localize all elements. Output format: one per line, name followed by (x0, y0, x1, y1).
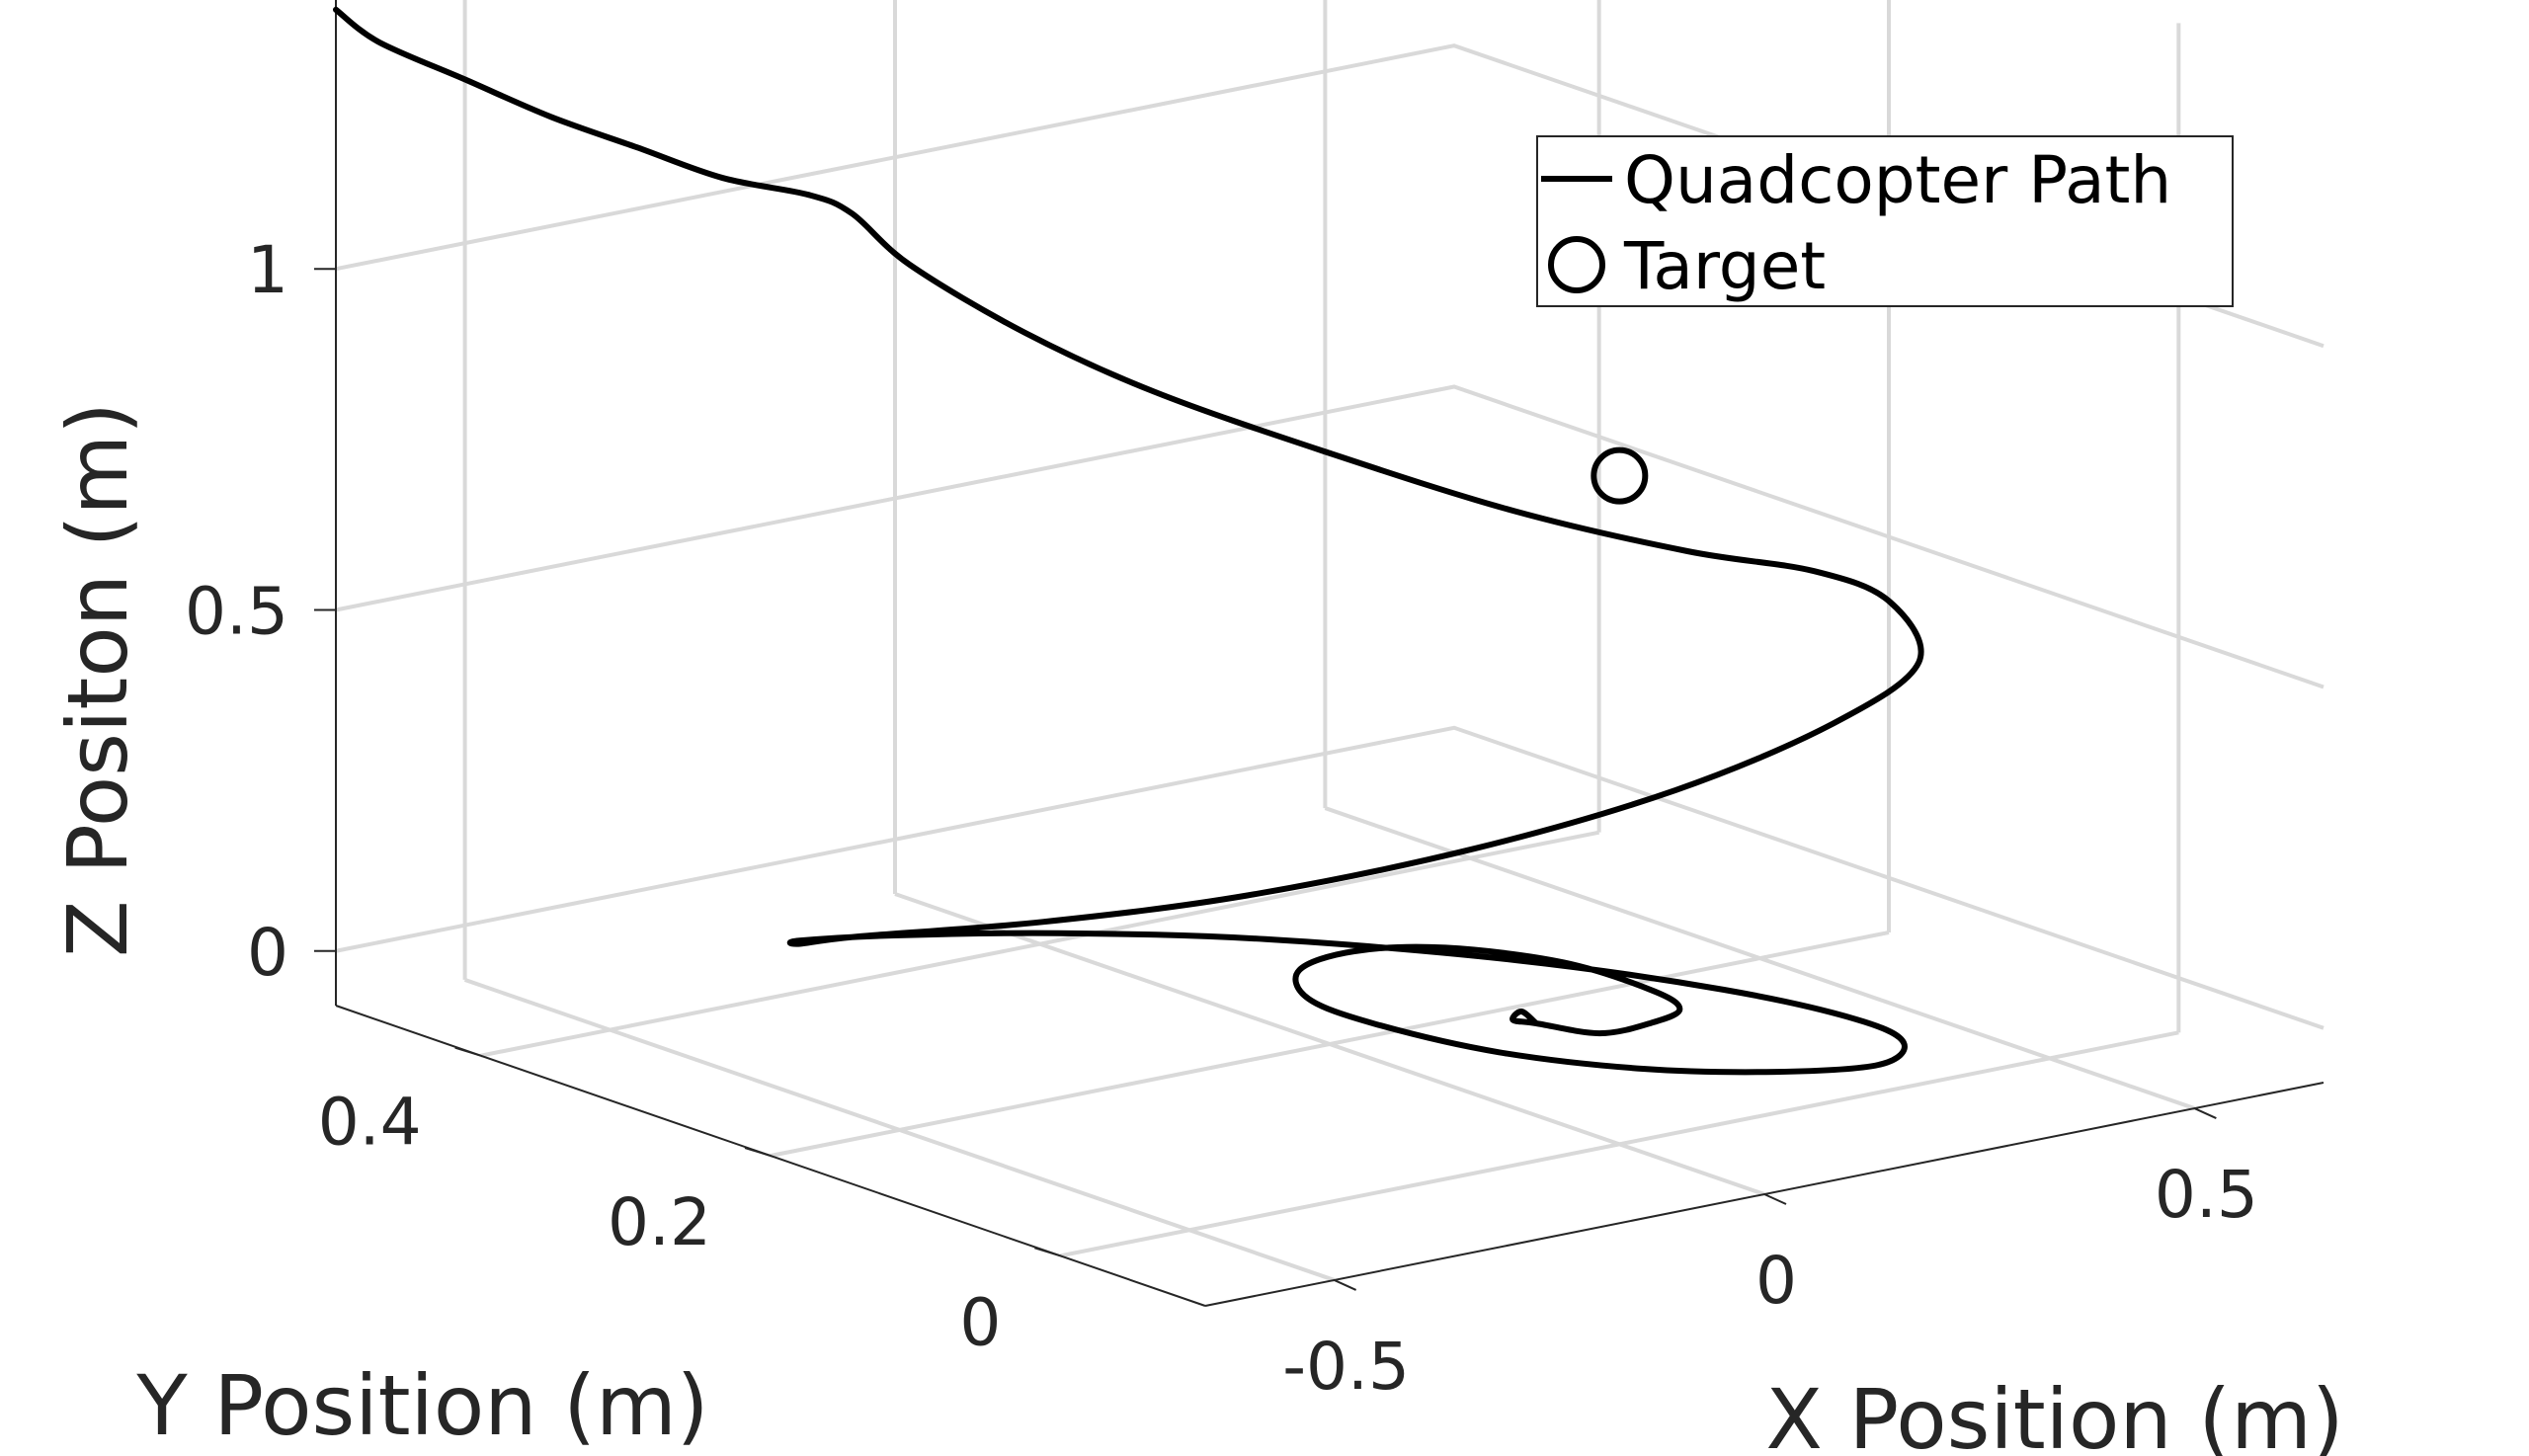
y-tick-mark-2 (454, 1046, 481, 1057)
x-tick-label-2: 0.5 (2155, 1157, 2258, 1233)
y-tick-label-2: 0.4 (318, 1085, 422, 1161)
x-tick-mark-1 (1763, 1193, 1787, 1205)
legend-entry-path: Quadcopter Path (1624, 142, 2171, 218)
axes (314, 0, 2325, 1307)
plot-area (333, 6, 1924, 1076)
y-tick-mark-1 (744, 1147, 772, 1157)
y-tick-label-1: 0.2 (608, 1184, 711, 1260)
x-tick-mark-2 (2193, 1107, 2217, 1119)
grid-wall-z-1 (335, 384, 2325, 689)
z-axis-label: Z Positon (m) (49, 402, 146, 957)
grid-wall-z-0 (335, 725, 2325, 1030)
x-tick-label-1: 0 (1755, 1243, 1797, 1319)
x-tick-mark-0 (1334, 1279, 1357, 1291)
x-tick-label-0: -0.5 (1282, 1329, 1410, 1405)
z-tick-label-1: 0.5 (185, 573, 288, 649)
tick-labels: -0.5 0 0.5 0 0.2 0.4 0 0.5 1 (185, 232, 2258, 1405)
grid-floor-y-2 (480, 830, 1600, 1058)
y-tick-mark-0 (1034, 1247, 1061, 1257)
legend-circle-swatch (1548, 236, 1605, 293)
grid (335, 0, 2325, 1282)
legend: Quadcopter Path Target (1536, 135, 2234, 307)
legend-entry-target: Target (1623, 228, 1826, 304)
target-marker-0 (1591, 446, 1649, 505)
y-axis-label: Y Position (m) (135, 1357, 708, 1454)
x-axis-label: X Position (m) (1765, 1371, 2343, 1456)
series-line-quadcopter-path (333, 6, 1924, 1076)
legend-box (1536, 135, 2234, 307)
z-tick-label-2: 1 (247, 232, 288, 308)
grid-floor-y-1 (770, 930, 1890, 1158)
z-tick-label-0: 0 (247, 915, 288, 991)
y-tick-label-0: 0 (959, 1284, 1001, 1360)
grid-floor-y-0 (1059, 1030, 2179, 1258)
